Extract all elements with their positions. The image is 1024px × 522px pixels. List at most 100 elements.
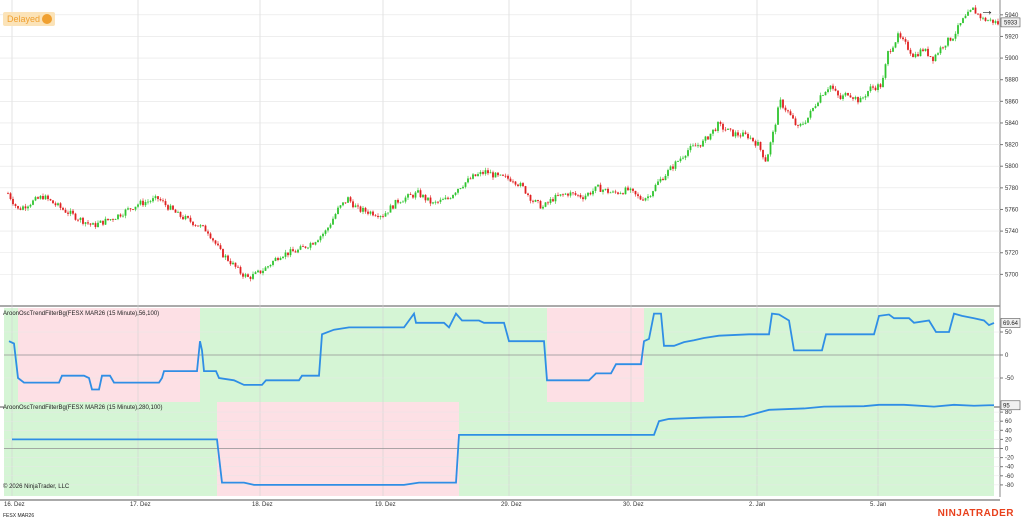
candle-body xyxy=(124,209,127,216)
candle-body xyxy=(569,192,572,196)
indicator-tick-label: -60 xyxy=(1005,474,1014,480)
candle-body xyxy=(284,252,287,257)
candle-body xyxy=(602,189,604,192)
candle-body xyxy=(432,202,434,204)
candle-body xyxy=(354,205,357,208)
candle-body xyxy=(212,238,214,241)
candle-body xyxy=(609,192,612,194)
candle-body xyxy=(482,172,484,174)
candle-body xyxy=(969,9,972,12)
candle-body xyxy=(219,245,222,250)
indicator-value-label: 95 xyxy=(1003,403,1010,409)
candle-body xyxy=(397,199,399,203)
candle-body xyxy=(12,198,14,205)
candle-body xyxy=(452,194,454,199)
candle-body xyxy=(407,194,409,198)
price-tick-label: 5940 xyxy=(1005,13,1019,19)
candle-body xyxy=(557,194,559,196)
candle-body xyxy=(367,211,369,214)
candle-body xyxy=(977,13,979,15)
candle-body xyxy=(592,190,594,195)
candle-body xyxy=(297,249,299,253)
candle-body xyxy=(567,193,569,196)
candle-body xyxy=(587,192,589,196)
candle-body xyxy=(627,187,629,191)
candle-body xyxy=(869,86,872,92)
candle-body xyxy=(714,129,717,131)
candle-body xyxy=(984,17,987,21)
candle-body xyxy=(959,23,962,26)
trend-region-bear xyxy=(547,308,644,403)
candle-body xyxy=(542,206,544,209)
candle-body xyxy=(537,200,539,202)
candle-body xyxy=(444,197,447,200)
candle-body xyxy=(57,203,59,206)
candle-body xyxy=(162,200,164,202)
candle-body xyxy=(914,54,917,58)
candle-body xyxy=(707,136,709,140)
candle-body xyxy=(214,240,217,244)
candle-body xyxy=(372,211,374,216)
candle-body xyxy=(94,223,97,227)
candle-body xyxy=(797,125,799,126)
candle-body xyxy=(889,51,892,52)
candle-body xyxy=(927,48,929,56)
candle-body xyxy=(664,175,667,181)
candle-body xyxy=(387,212,389,214)
price-tick-label: 5780 xyxy=(1005,186,1019,192)
candle-body xyxy=(9,193,12,199)
copyright-notice: © 2026 NinjaTrader, LLC xyxy=(3,484,70,490)
candle-body xyxy=(477,174,479,177)
candle-body xyxy=(987,20,989,22)
candle-body xyxy=(702,140,704,147)
candle-body xyxy=(269,264,272,267)
candle-body xyxy=(954,33,957,39)
candle-body xyxy=(917,54,919,57)
price-tick-label: 5820 xyxy=(1005,143,1019,149)
candle-body xyxy=(499,174,502,176)
candle-body xyxy=(204,225,207,232)
price-tick-label: 5920 xyxy=(1005,34,1019,40)
candle-body xyxy=(672,166,674,169)
candle-body xyxy=(187,216,189,218)
candle-body xyxy=(907,41,909,50)
candle-body xyxy=(167,205,169,210)
x-axis-label: 18. Dez xyxy=(252,502,273,508)
candle-body xyxy=(512,181,514,183)
candle-body xyxy=(359,206,362,212)
candle-body xyxy=(759,141,762,150)
candle-body xyxy=(584,195,587,200)
candle-body xyxy=(329,224,332,228)
candle-body xyxy=(812,107,814,111)
indicator-tick-label: 0 xyxy=(1005,447,1009,453)
candle-body xyxy=(389,205,392,213)
candle-body xyxy=(157,196,159,200)
candle-body xyxy=(564,193,567,195)
candle-body xyxy=(84,222,87,224)
candle-body xyxy=(632,188,634,191)
trend-region-bull xyxy=(4,402,217,496)
trend-region-bear xyxy=(18,308,200,403)
candle-body xyxy=(899,33,902,38)
candle-body xyxy=(932,56,934,62)
candle-body xyxy=(539,201,542,209)
scroll-right-arrow-icon[interactable]: → xyxy=(980,2,994,18)
candle-body xyxy=(997,21,999,25)
candle-body xyxy=(657,181,659,185)
candle-body xyxy=(59,203,62,208)
candle-body xyxy=(777,107,779,125)
candle-body xyxy=(847,92,849,96)
indicator-1-title: AroonOscTrendFilterBg(FESX MAR26 (15 Min… xyxy=(3,311,160,317)
candle-body xyxy=(937,53,939,55)
candle-body xyxy=(617,192,619,194)
candle-body xyxy=(197,225,199,227)
candle-body xyxy=(149,201,152,203)
delayed-badge[interactable]: Delayed xyxy=(3,12,55,26)
price-tick-label: 5860 xyxy=(1005,99,1019,105)
candle-body xyxy=(459,188,462,189)
candle-body xyxy=(314,242,317,245)
candle-body xyxy=(624,187,627,195)
candle-body xyxy=(982,17,984,19)
candle-body xyxy=(339,205,342,208)
